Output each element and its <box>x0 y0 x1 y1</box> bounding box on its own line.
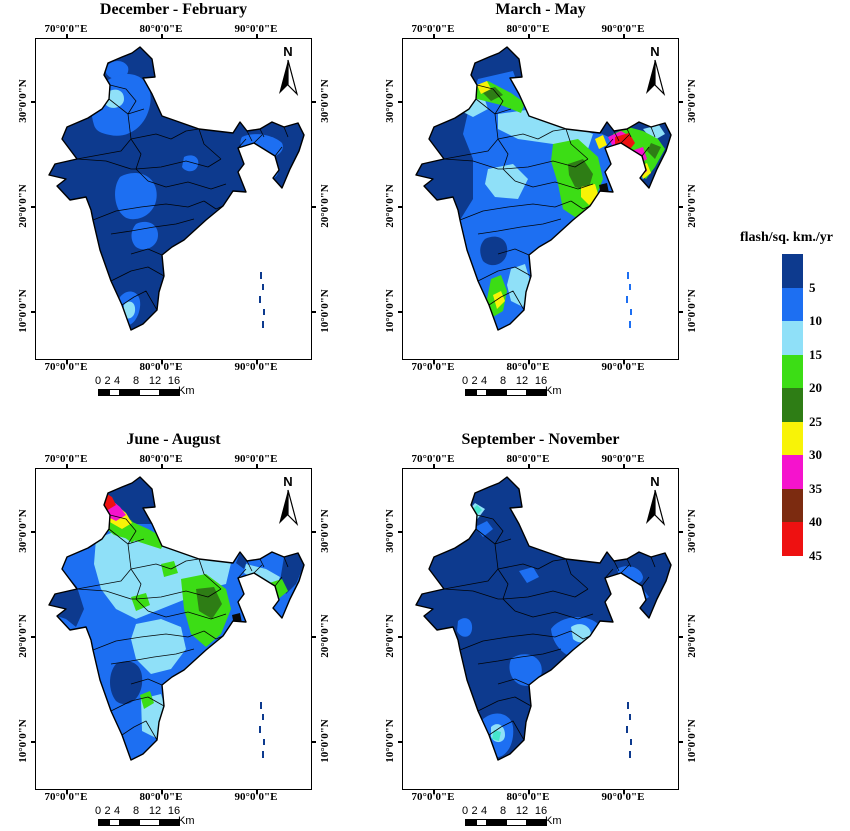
lon-label: 80°0'0"E <box>506 23 550 35</box>
legend-title: flash/sq. km./yr <box>740 230 833 245</box>
legend-label: 5 <box>809 279 816 295</box>
lat-label: 20°0'0"N <box>384 614 396 658</box>
lon-label: 90°0'0"E <box>234 23 278 35</box>
lon-label: 90°0'0"E <box>234 791 278 803</box>
legend-label: 15 <box>809 346 822 362</box>
scale-bar-unit: Km <box>545 815 562 827</box>
lat-label: 10°0'0"N <box>17 289 29 333</box>
legend-swatch-20 <box>782 354 803 388</box>
lat-label: 10°0'0"N <box>686 289 698 333</box>
scale-bar: 0 2 4 8 12 16 Km <box>94 805 195 827</box>
lat-label: 30°0'0"N <box>384 79 396 123</box>
lon-label: 90°0'0"E <box>234 361 278 373</box>
panel-title: June - August <box>126 431 221 448</box>
lat-label: 20°0'0"N <box>686 184 698 228</box>
legend-swatch-40 <box>782 488 803 522</box>
north-arrow-label: N <box>283 474 292 489</box>
scale-bar-unit: Km <box>178 815 195 827</box>
lon-label: 80°0'0"E <box>506 361 550 373</box>
north-arrow: N <box>279 44 299 96</box>
legend-swatch-5 <box>782 254 803 288</box>
scale-bar-unit: Km <box>178 385 195 397</box>
legend-color-bar <box>782 254 803 556</box>
lat-label: 20°0'0"N <box>319 184 331 228</box>
legend-swatch-30 <box>782 421 803 455</box>
lat-label: 20°0'0"N <box>686 614 698 658</box>
map-september-november <box>415 476 672 761</box>
lon-label: 90°0'0"E <box>601 791 645 803</box>
lon-label: 70°0'0"E <box>44 361 88 373</box>
north-arrow-label: N <box>650 474 659 489</box>
legend-swatch-10 <box>782 287 803 321</box>
map-june-august <box>48 476 305 761</box>
legend-label: 10 <box>809 313 822 328</box>
lat-label: 20°0'0"N <box>17 614 29 658</box>
lon-label: 70°0'0"E <box>411 361 455 373</box>
map-march-may <box>415 46 672 331</box>
lon-label: 90°0'0"E <box>234 453 278 465</box>
panel-june-august: June - August 70°0'0"E 80°0'0"E 90°0'0"E… <box>17 431 331 827</box>
lat-label: 20°0'0"N <box>319 614 331 658</box>
lat-label: 20°0'0"N <box>17 184 29 228</box>
lat-label: 10°0'0"N <box>319 289 331 333</box>
lon-label: 90°0'0"E <box>601 361 645 373</box>
lat-label: 10°0'0"N <box>319 719 331 763</box>
scale-bar: 0 2 4 8 12 16 Km <box>94 375 195 397</box>
legend-swatch-25 <box>782 388 803 422</box>
lat-label: 30°0'0"N <box>319 79 331 123</box>
lon-label: 80°0'0"E <box>139 361 183 373</box>
lat-label: 30°0'0"N <box>384 509 396 553</box>
scale-bar: 0 2 4 8 12 16 Km <box>461 805 562 827</box>
panel-title: December - February <box>99 1 248 18</box>
flash-density-overlay-mam <box>460 71 665 330</box>
legend-swatch-35 <box>782 455 803 489</box>
lon-label: 90°0'0"E <box>601 453 645 465</box>
lon-label: 70°0'0"E <box>411 453 455 465</box>
lat-label: 30°0'0"N <box>686 79 698 123</box>
lat-label: 10°0'0"N <box>686 719 698 763</box>
lon-label: 80°0'0"E <box>506 791 550 803</box>
lon-label: 70°0'0"E <box>44 23 88 35</box>
legend-label: 35 <box>809 480 822 496</box>
north-arrow: N <box>646 44 666 96</box>
legend-label: 40 <box>809 514 822 529</box>
lat-label: 10°0'0"N <box>17 719 29 763</box>
lat-label: 20°0'0"N <box>384 184 396 228</box>
panel-title: September - November <box>461 431 620 448</box>
legend-swatch-45 <box>782 522 803 556</box>
legend-label: 20 <box>809 380 822 395</box>
north-arrow-label: N <box>650 44 659 59</box>
legend-label: 45 <box>809 547 822 563</box>
lon-label: 80°0'0"E <box>139 23 183 35</box>
lon-label: 70°0'0"E <box>411 23 455 35</box>
legend-label: 30 <box>809 447 822 462</box>
north-arrow-label: N <box>283 44 292 59</box>
panel-title: March - May <box>495 1 586 18</box>
lat-label: 30°0'0"N <box>319 509 331 553</box>
panel-december-february: December - February 70°0'0"E 80°0'0"E 90… <box>17 1 331 397</box>
scale-bar: 0 2 4 8 12 16 Km <box>461 375 562 397</box>
legend-swatch-15 <box>782 321 803 355</box>
lon-label: 80°0'0"E <box>139 791 183 803</box>
lon-label: 80°0'0"E <box>139 453 183 465</box>
lon-label: 70°0'0"E <box>411 791 455 803</box>
lat-label: 10°0'0"N <box>384 289 396 333</box>
lon-label: 90°0'0"E <box>601 23 645 35</box>
lat-label: 10°0'0"N <box>384 719 396 763</box>
panel-march-may: March - May 70°0'0"E 80°0'0"E 90°0'0"E 7… <box>384 1 698 397</box>
scale-bar-unit: Km <box>545 385 562 397</box>
lat-label: 30°0'0"N <box>17 509 29 553</box>
lon-label: 80°0'0"E <box>506 453 550 465</box>
lon-label: 70°0'0"E <box>44 453 88 465</box>
map-december-february <box>48 46 305 331</box>
lat-label: 30°0'0"N <box>17 79 29 123</box>
flash-density-overlay-jja <box>49 477 304 760</box>
lon-label: 70°0'0"E <box>44 791 88 803</box>
lat-label: 30°0'0"N <box>686 509 698 553</box>
panel-september-november: September - November 70°0'0"E 80°0'0"E 9… <box>384 431 698 827</box>
north-arrow: N <box>646 474 666 526</box>
legend-label: 25 <box>809 413 822 429</box>
north-arrow: N <box>279 474 299 526</box>
